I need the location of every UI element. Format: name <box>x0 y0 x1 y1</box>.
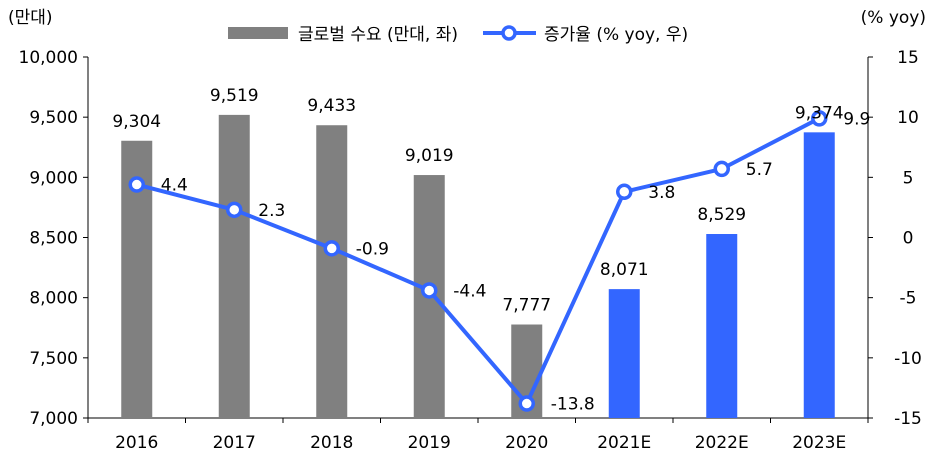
x-axis-tick-label: 2018 <box>310 433 353 453</box>
demand-bar-label: 9,019 <box>405 146 454 166</box>
right-axis-tick-label: 5 <box>903 168 914 188</box>
left-axis-tick-label: 8,000 <box>29 289 78 309</box>
left-axis-tick-label: 8,500 <box>29 229 78 249</box>
growth-point <box>323 240 340 257</box>
growth-point-label: 4.4 <box>161 176 188 196</box>
left-axis-tick-label: 7,500 <box>29 349 78 369</box>
right-axis-tick-label: -10 <box>894 349 922 369</box>
growth-point <box>811 110 828 127</box>
right-axis-unit: (% yoy) <box>861 8 926 28</box>
demand-bar-label: 9,374 <box>795 103 844 123</box>
left-axis-tick-label: 7,000 <box>29 409 78 429</box>
demand-bar-label: 8,071 <box>600 260 649 280</box>
right-axis-tick-label: -15 <box>894 409 922 429</box>
x-axis-tick-label: 2020 <box>505 433 548 453</box>
x-axis-tick-label: 2019 <box>408 433 451 453</box>
growth-point <box>713 160 730 178</box>
left-axis-unit: (만대) <box>8 8 53 28</box>
line-layer <box>128 110 828 412</box>
right-axis-tick-label: 10 <box>897 108 919 128</box>
growth-point <box>128 176 145 193</box>
growth-line <box>136 116 821 406</box>
demand-bar <box>608 289 640 418</box>
legend-item-demand: 글로벌 수요 (만대, 좌) <box>298 25 458 45</box>
demand-bar <box>706 234 738 418</box>
growth-point-label: 3.8 <box>648 183 675 203</box>
demand-bar <box>803 132 835 418</box>
right-axis-tick-label: 0 <box>903 229 914 249</box>
growth-point-label: 2.3 <box>258 201 285 221</box>
right-axis-tick-label: -5 <box>900 289 917 309</box>
x-axis-tick-label: 2023E <box>792 433 846 453</box>
labels-layer: 9,304 9,519 9,433 9,019 7,777 8,071 8,529 9,374… <box>112 86 870 415</box>
bars-layer <box>121 114 835 418</box>
x-axis-tick-label: 2022E <box>695 433 749 453</box>
x-axis-tick-label: 2016 <box>115 433 158 453</box>
axes-layer: 7,000 7,500 8,000 8,500 9,000 9,500 10,000 -15 -… <box>8 8 926 453</box>
legend-line-marker <box>501 25 517 41</box>
demand-bar-label: 9,433 <box>307 96 356 116</box>
x-axis-tick-label: 2021E <box>597 433 651 453</box>
demand-bar-label: 9,304 <box>112 112 161 132</box>
legend: 글로벌 수요 (만대, 좌) 증가율 (% yoy, 우) <box>228 25 688 45</box>
growth-point-label: -13.8 <box>551 395 595 415</box>
left-axis-tick-label: 9,500 <box>29 108 78 128</box>
x-axis-tick-label: 2017 <box>213 433 256 453</box>
left-axis-tick-label: 10,000 <box>19 48 78 68</box>
left-axis-tick-label: 9,000 <box>29 168 78 188</box>
demand-bar-label: 9,519 <box>210 86 259 106</box>
growth-point <box>226 201 243 219</box>
growth-point-label: -4.4 <box>453 281 486 301</box>
demand-bar-label: 7,777 <box>502 296 551 316</box>
right-axis-tick-label: 15 <box>897 48 919 68</box>
growth-point-label: -0.9 <box>356 239 389 259</box>
legend-bar-swatch <box>228 27 288 39</box>
growth-point-label: 5.7 <box>746 160 773 180</box>
demand-bar <box>316 125 348 418</box>
demand-bar-label: 8,529 <box>697 205 746 225</box>
demand-bar <box>218 114 250 418</box>
growth-point <box>518 395 535 412</box>
growth-point-label: 9.9 <box>843 109 870 129</box>
legend-item-growth: 증가율 (% yoy, 우) <box>544 25 688 45</box>
growth-point <box>616 183 633 201</box>
growth-point <box>421 282 438 299</box>
